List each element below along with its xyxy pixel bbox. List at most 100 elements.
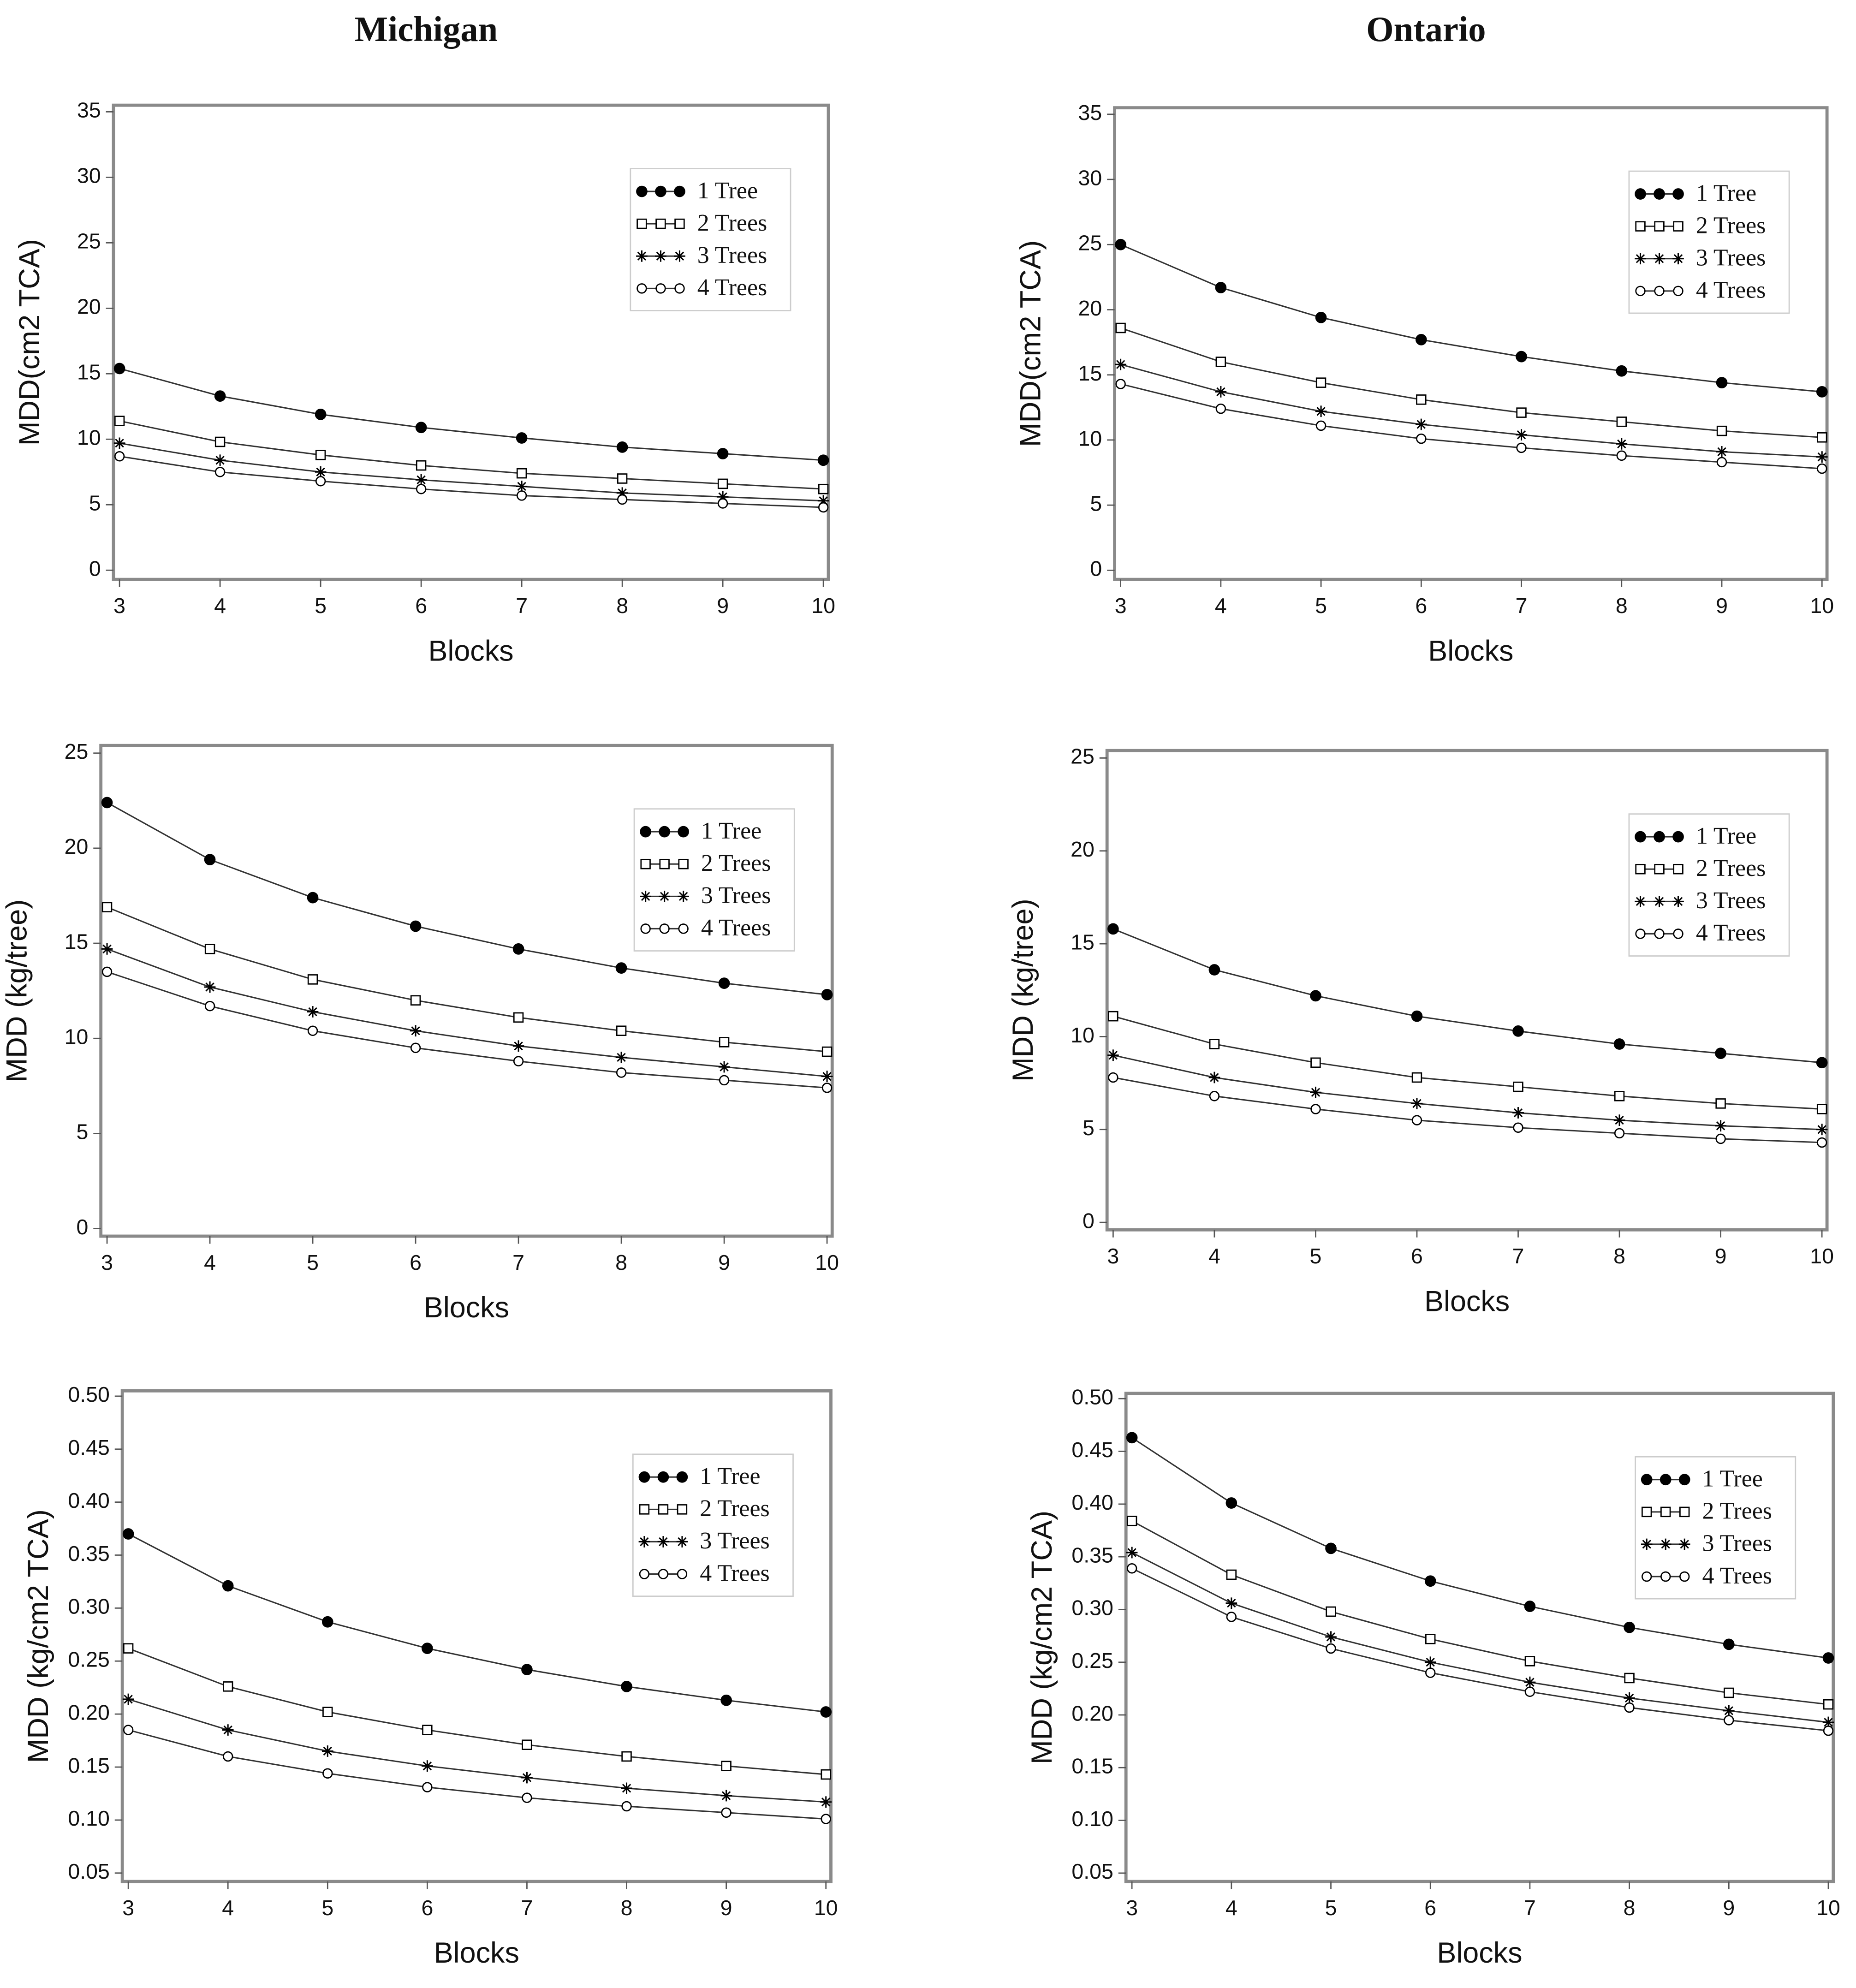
marker (1411, 1010, 1423, 1022)
legend-label: 1 Tree (1702, 1465, 1762, 1492)
legend-marker (1673, 863, 1683, 875)
marker (1209, 1091, 1220, 1101)
legend-label: 4 Trees (1696, 277, 1766, 303)
marker (1310, 990, 1321, 1002)
marker (1126, 1432, 1138, 1444)
x-tick-label: 10 (1816, 1896, 1840, 1920)
marker (1424, 1656, 1436, 1668)
marker (204, 944, 215, 954)
marker (516, 468, 527, 479)
marker (516, 432, 528, 444)
marker (1716, 457, 1727, 468)
legend-marker (677, 1569, 688, 1579)
marker (820, 1706, 832, 1718)
x-tick-label: 9 (1723, 1896, 1735, 1920)
y-axis-label: MDD(cm2 TCA) (1015, 240, 1047, 447)
legend-label: 1 Tree (1696, 180, 1756, 206)
marker (422, 1725, 433, 1735)
plot-frame (99, 744, 834, 1238)
legend-marker (1641, 1571, 1652, 1582)
marker (1416, 394, 1427, 405)
marker (1616, 438, 1628, 450)
marker (410, 1025, 422, 1037)
marker (123, 1643, 134, 1654)
marker (315, 466, 327, 478)
legend-marker (657, 1536, 669, 1548)
legend-label: 3 Trees (1696, 887, 1766, 914)
x-tick-label: 3 (1115, 594, 1127, 618)
legend-marker (658, 1569, 669, 1579)
marker (718, 977, 730, 989)
series-line (1113, 1054, 1822, 1131)
legend-label: 3 Trees (1702, 1530, 1772, 1557)
series-line (107, 802, 827, 995)
legend-marker (678, 890, 689, 902)
marker (1225, 1497, 1237, 1509)
marker (817, 495, 829, 507)
legend-marker (1654, 253, 1665, 265)
legend-marker (1654, 188, 1665, 200)
x-tick-label: 10 (815, 1250, 839, 1274)
legend-label: 4 Trees (1702, 1563, 1772, 1589)
marker (616, 487, 628, 499)
y-tick-label: 5 (1083, 1116, 1095, 1140)
marker (113, 363, 125, 375)
marker (422, 1760, 433, 1772)
x-tick-label: 4 (222, 1896, 234, 1920)
marker (821, 1769, 831, 1780)
marker (222, 1724, 234, 1736)
marker (1315, 312, 1327, 323)
marker (415, 474, 427, 486)
series-line (1120, 383, 1822, 470)
legend-marker (638, 1471, 650, 1483)
marker (307, 974, 318, 985)
marker (1715, 1120, 1726, 1132)
legend-marker (1672, 253, 1684, 265)
marker (1716, 425, 1727, 436)
marker (307, 892, 319, 904)
y-tick-label: 0.40 (68, 1488, 109, 1512)
legend-marker (1654, 929, 1665, 939)
marker (521, 1772, 533, 1784)
marker (720, 1790, 732, 1802)
marker (717, 491, 729, 503)
marker (1616, 450, 1627, 461)
marker (1823, 1725, 1834, 1736)
series-line (1113, 1077, 1822, 1143)
marker (513, 1056, 524, 1066)
marker (1816, 451, 1828, 463)
series-line (1120, 244, 1822, 393)
legend-marker (674, 218, 685, 229)
legend-marker (659, 923, 670, 934)
marker (1310, 1086, 1321, 1098)
marker (204, 981, 216, 993)
marker (1424, 1575, 1436, 1587)
y-tick-label: 0.20 (1071, 1701, 1113, 1725)
legend-label: 2 Trees (1696, 212, 1766, 238)
marker (1209, 1039, 1220, 1049)
series-line (128, 1698, 826, 1803)
series-line (1112, 1015, 1822, 1110)
legend-marker (1672, 895, 1684, 907)
marker (1115, 238, 1126, 250)
marker (1107, 1049, 1119, 1061)
x-axis-label: Blocks (428, 635, 513, 667)
marker (1516, 407, 1527, 418)
marker (1325, 1542, 1337, 1554)
x-tick-label: 10 (814, 1896, 838, 1920)
x-tick-label: 10 (1810, 1244, 1834, 1268)
marker (214, 467, 226, 477)
marker (818, 502, 829, 513)
legend-label: 3 Trees (697, 242, 767, 268)
marker (521, 1664, 533, 1675)
legend-marker (1635, 188, 1646, 200)
legend-marker (676, 1536, 688, 1548)
marker (1817, 432, 1827, 443)
marker (1208, 964, 1220, 976)
legend-marker (636, 185, 648, 197)
y-tick-label: 30 (77, 164, 101, 188)
y-tick-label: 35 (1078, 101, 1102, 125)
marker (621, 1680, 632, 1692)
series-line (107, 971, 827, 1089)
